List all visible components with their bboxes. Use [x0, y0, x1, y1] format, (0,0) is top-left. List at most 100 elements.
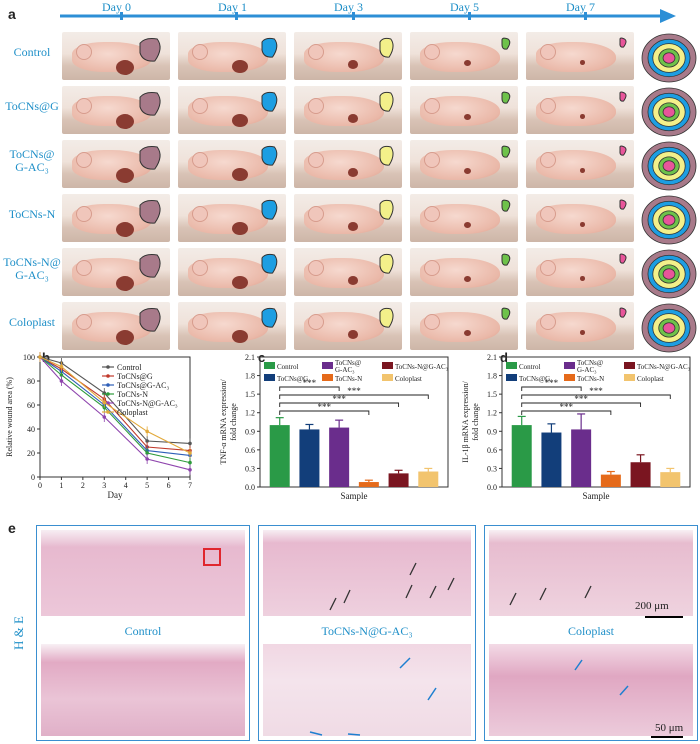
bar — [388, 473, 409, 487]
row-label: ToCNs-N — [8, 207, 56, 221]
bar — [660, 472, 681, 487]
row-label: ToCNs@G — [5, 99, 59, 113]
y-tick-label: 0.9 — [245, 427, 255, 436]
data-point — [145, 457, 149, 461]
legend-label: ToCNs-N — [335, 375, 362, 383]
panel-a-label: a — [8, 6, 16, 22]
data-point — [59, 379, 64, 383]
y-axis-label: fold change — [229, 403, 238, 441]
legend-label: ToCNs-N — [577, 375, 604, 383]
y-tick-label: 60 — [27, 401, 35, 410]
legend-label: ToCNs-N@G-AC₃ — [637, 363, 691, 371]
x-tick-label: 4 — [124, 481, 128, 490]
legend-swatch — [506, 374, 517, 381]
data-point — [188, 441, 192, 446]
mouse-photo — [62, 302, 170, 350]
data-point — [102, 415, 107, 419]
legend-label: Control — [277, 363, 298, 371]
y-tick-label: 20 — [27, 449, 35, 458]
mouse-photo — [526, 194, 634, 242]
legend-marker — [106, 365, 110, 369]
plot-frame — [259, 356, 449, 488]
legend-swatch — [264, 362, 275, 369]
y-tick-label: 100 — [23, 353, 35, 362]
mouse-photo — [178, 302, 286, 350]
y-tick-label: 0.3 — [245, 464, 255, 473]
x-tick-label: 6 — [167, 481, 171, 490]
y-tick-label: 0.0 — [487, 483, 497, 492]
wound-trace — [261, 145, 278, 166]
sig-bracket — [521, 402, 642, 407]
bar — [418, 471, 439, 487]
data-point — [188, 451, 192, 455]
wound-trace — [261, 91, 278, 112]
panel-e-label: e — [8, 520, 16, 536]
legend-label: Control — [519, 363, 540, 371]
row-label: ToCNs-N@ G-AC₃ — [3, 255, 61, 282]
wound-overlay — [641, 33, 697, 83]
sig-bracket — [279, 410, 370, 415]
legend-label: ToCNs@ — [335, 359, 362, 367]
he-panel-control: Control — [36, 525, 250, 741]
legend-label: Coloplast — [395, 375, 422, 383]
bar — [571, 429, 592, 487]
data-point — [38, 355, 42, 359]
wound-trace — [619, 253, 627, 264]
legend-label: ToCNs-N@G-AC₃ — [395, 363, 449, 371]
wound-trace — [261, 253, 278, 274]
day-label: Day 7 — [566, 0, 595, 14]
wound-trace — [379, 253, 394, 274]
sig-bracket — [521, 410, 612, 415]
legend-marker — [106, 383, 110, 387]
legend-swatch — [382, 362, 393, 369]
wound-trace — [619, 37, 627, 48]
wound-trace — [619, 91, 627, 102]
legend-swatch — [322, 374, 333, 381]
y-tick-label: 0.0 — [245, 483, 255, 492]
scale-bar-200: 200 μm — [635, 600, 669, 612]
wound-trace — [501, 199, 511, 212]
wound-area-chart: 0 20 40 60 80 100 0 1 2 3 4 5 6 7 Day Relative wound ar… — [5, 352, 192, 500]
legend-label: ToCNs-N — [117, 390, 148, 399]
wound-trace — [379, 37, 394, 58]
he-label-coloplast: Coloplast — [567, 624, 614, 638]
sig-bracket — [279, 402, 400, 407]
mouse-photo — [178, 248, 286, 296]
legend-marker — [106, 374, 110, 378]
bar — [630, 462, 651, 487]
wound-trace — [139, 308, 161, 332]
legend-label: Coloplast — [637, 375, 664, 383]
x-axis-label: Sample — [341, 491, 368, 501]
mouse-photo — [62, 194, 170, 242]
mouse-photo — [62, 248, 170, 296]
x-tick-label: 0 — [38, 481, 42, 490]
legend-label: ToCNs@G — [277, 375, 308, 383]
timeline-arrow — [60, 9, 676, 23]
mouse-photo — [526, 32, 634, 80]
data-point — [188, 468, 192, 472]
mouse-photo — [410, 248, 518, 296]
legend-label: G-AC₃ — [577, 366, 597, 374]
data-point — [102, 400, 107, 405]
legend-label: ToCNs@G — [117, 372, 153, 381]
sig-label: *** — [332, 394, 346, 404]
legend-label: ToCNs@G — [519, 375, 550, 383]
sig-label: *** — [318, 402, 332, 412]
mouse-photo — [294, 32, 402, 80]
mouse-photo — [178, 194, 286, 242]
sig-label: *** — [589, 386, 603, 396]
legend-swatch — [624, 362, 635, 369]
legend-swatch — [382, 374, 393, 381]
mouse-photo — [294, 140, 402, 188]
mouse-photo — [410, 32, 518, 80]
row-label: ToCNs@ G-AC₃ — [9, 147, 55, 174]
wound-trace — [139, 254, 161, 278]
he-label-tocnsn: ToCNs-N@G-AC₃ — [321, 624, 413, 638]
plot-frame — [501, 356, 691, 488]
legend-swatch — [506, 362, 517, 369]
x-tick-label: 2 — [81, 481, 85, 490]
x-tick-label: 5 — [145, 481, 149, 490]
mouse-photo — [526, 302, 634, 350]
mouse-photo — [62, 32, 170, 80]
bar — [299, 429, 320, 487]
